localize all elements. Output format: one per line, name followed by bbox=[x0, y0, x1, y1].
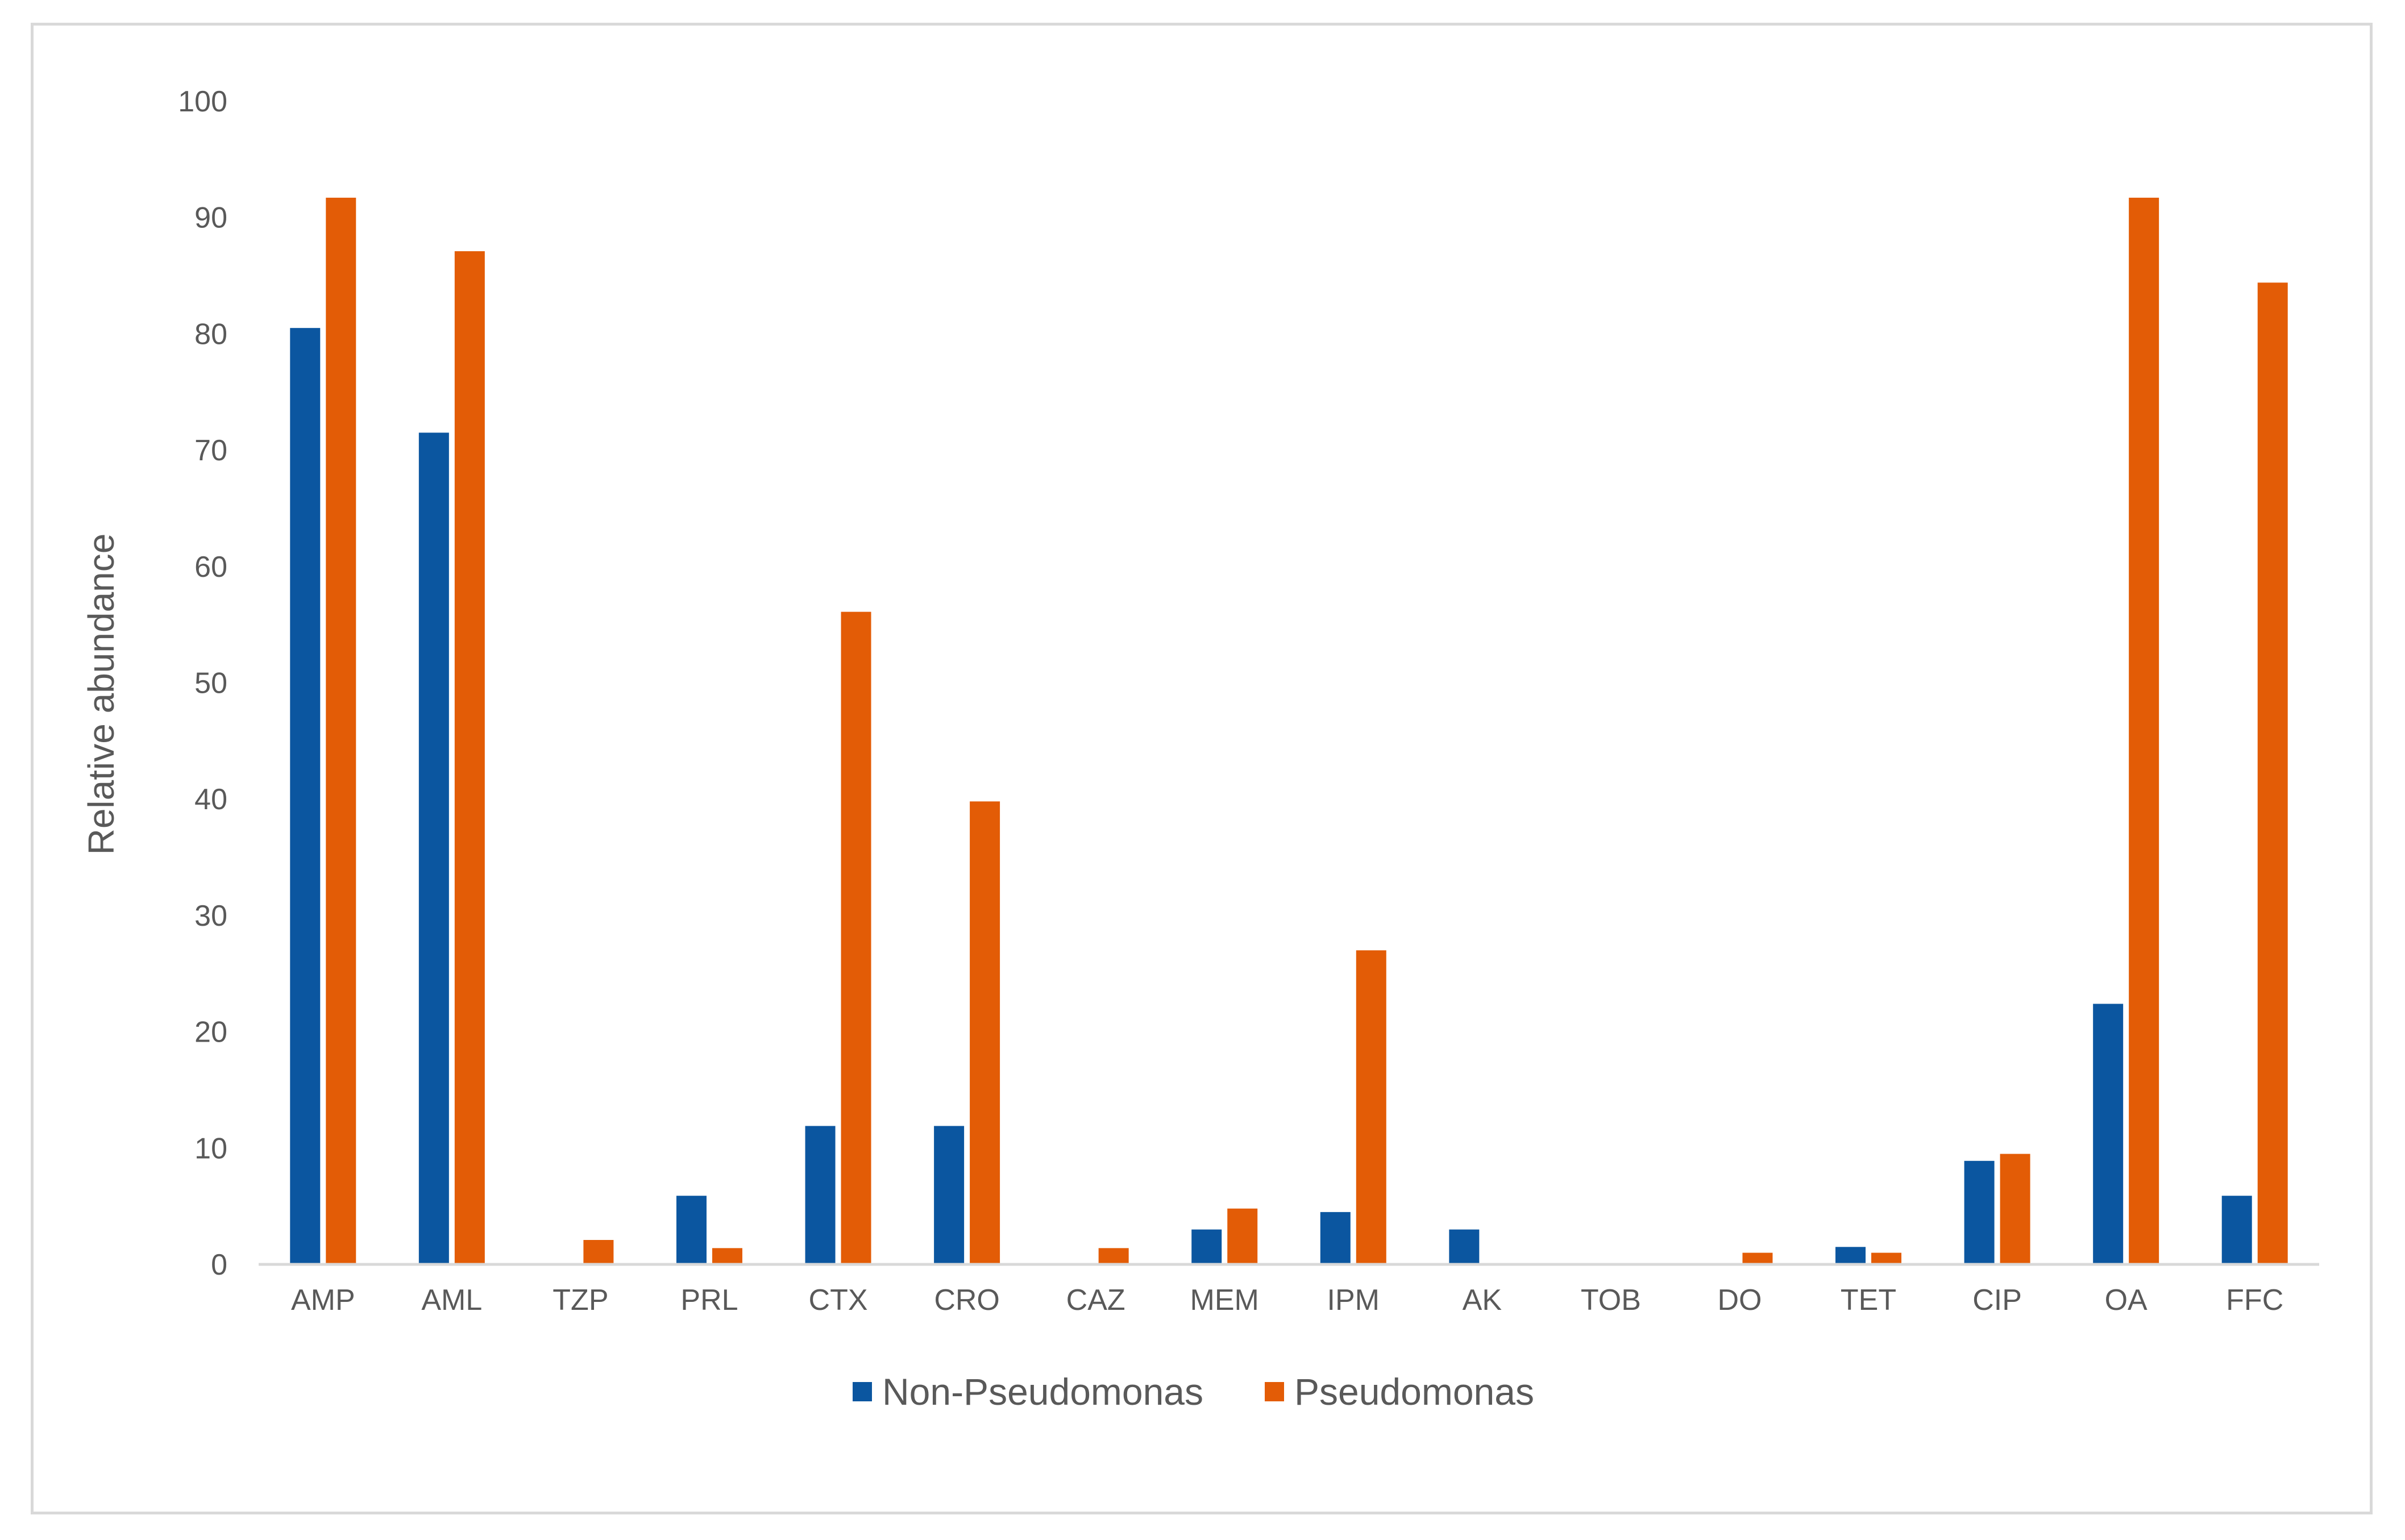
x-tick-label: TOB bbox=[1581, 1284, 1641, 1317]
y-tick-label: 10 bbox=[194, 1132, 227, 1165]
x-axis-ticks: AMP AML TZP PRL CTX CRO CAZ MEM IPM AK TOB DO TET CIP… bbox=[291, 1284, 2283, 1317]
x-tick-label: PRL bbox=[680, 1284, 738, 1317]
bar-non-pseudomonas-prl bbox=[676, 1196, 707, 1264]
x-tick-label: CIP bbox=[1972, 1284, 2022, 1317]
x-tick-label: FFC bbox=[2226, 1284, 2283, 1317]
bar-pseudomonas-ipm bbox=[1356, 950, 1386, 1264]
y-tick-label: 70 bbox=[194, 434, 227, 467]
bar-pseudomonas-prl bbox=[712, 1248, 742, 1264]
y-tick-label: 60 bbox=[194, 551, 227, 584]
bar-non-pseudomonas-oa bbox=[2093, 1004, 2124, 1264]
legend: Non-Pseudomonas Pseudomonas bbox=[853, 1371, 1534, 1413]
x-tick-label: AML bbox=[421, 1284, 482, 1317]
bar-pseudomonas-mem bbox=[1227, 1208, 1258, 1264]
bar-non-pseudomonas-ipm bbox=[1320, 1212, 1351, 1264]
bar-pseudomonas-cro bbox=[970, 801, 1000, 1264]
bar-pseudomonas-amp bbox=[326, 197, 356, 1264]
y-tick-label: 50 bbox=[194, 667, 227, 700]
y-axis-title: Relative abundance bbox=[81, 534, 122, 855]
y-axis-ticks: 0 10 20 30 40 50 60 70 80 90 100 bbox=[178, 85, 227, 1281]
bar-non-pseudomonas-ak bbox=[1449, 1229, 1480, 1264]
bar-non-pseudomonas-cro bbox=[934, 1126, 965, 1264]
bar-non-pseudomonas-tet bbox=[1835, 1247, 1866, 1264]
bar-pseudomonas-tet bbox=[1871, 1252, 1902, 1264]
x-tick-label: OA bbox=[2105, 1284, 2148, 1317]
bar-pseudomonas-do bbox=[1742, 1252, 1773, 1264]
x-tick-label: TET bbox=[1841, 1284, 1896, 1317]
bar-non-pseudomonas-ctx bbox=[805, 1126, 836, 1264]
bar-pseudomonas-aml bbox=[454, 251, 485, 1264]
x-tick-label: MEM bbox=[1190, 1284, 1259, 1317]
legend-swatch-non-pseudomonas bbox=[853, 1382, 872, 1401]
bars bbox=[290, 197, 2288, 1264]
y-tick-label: 30 bbox=[194, 900, 227, 933]
legend-label-non-pseudomonas: Non-Pseudomonas bbox=[882, 1371, 1203, 1413]
y-tick-label: 80 bbox=[194, 318, 227, 351]
y-tick-label: 0 bbox=[211, 1248, 227, 1281]
legend-swatch-pseudomonas bbox=[1265, 1382, 1284, 1401]
x-tick-label: CTX bbox=[809, 1284, 868, 1317]
bar-non-pseudomonas-cip bbox=[1964, 1160, 1995, 1264]
bar-non-pseudomonas-mem bbox=[1191, 1229, 1222, 1264]
x-tick-label: AMP bbox=[291, 1284, 355, 1317]
bar-pseudomonas-ffc bbox=[2257, 282, 2288, 1264]
x-tick-label: CAZ bbox=[1066, 1284, 1125, 1317]
x-tick-label: CRO bbox=[934, 1284, 1000, 1317]
bar-non-pseudomonas-amp bbox=[290, 328, 321, 1264]
bar-pseudomonas-ctx bbox=[841, 611, 871, 1264]
legend-label-pseudomonas: Pseudomonas bbox=[1294, 1371, 1534, 1413]
y-tick-label: 20 bbox=[194, 1016, 227, 1049]
bar-pseudomonas-cip bbox=[2000, 1154, 2030, 1264]
x-tick-label: DO bbox=[1717, 1284, 1762, 1317]
bar-pseudomonas-tzp bbox=[583, 1240, 614, 1264]
y-tick-label: 100 bbox=[178, 85, 227, 118]
x-tick-label: TZP bbox=[553, 1284, 608, 1317]
x-tick-label: IPM bbox=[1327, 1284, 1380, 1317]
x-tick-label: AK bbox=[1463, 1284, 1502, 1317]
y-tick-label: 90 bbox=[194, 202, 227, 235]
bar-pseudomonas-oa bbox=[2129, 197, 2159, 1264]
bar-non-pseudomonas-aml bbox=[418, 432, 449, 1264]
bar-non-pseudomonas-ffc bbox=[2221, 1196, 2252, 1264]
y-tick-label: 40 bbox=[194, 783, 227, 816]
bar-pseudomonas-caz bbox=[1098, 1248, 1129, 1264]
